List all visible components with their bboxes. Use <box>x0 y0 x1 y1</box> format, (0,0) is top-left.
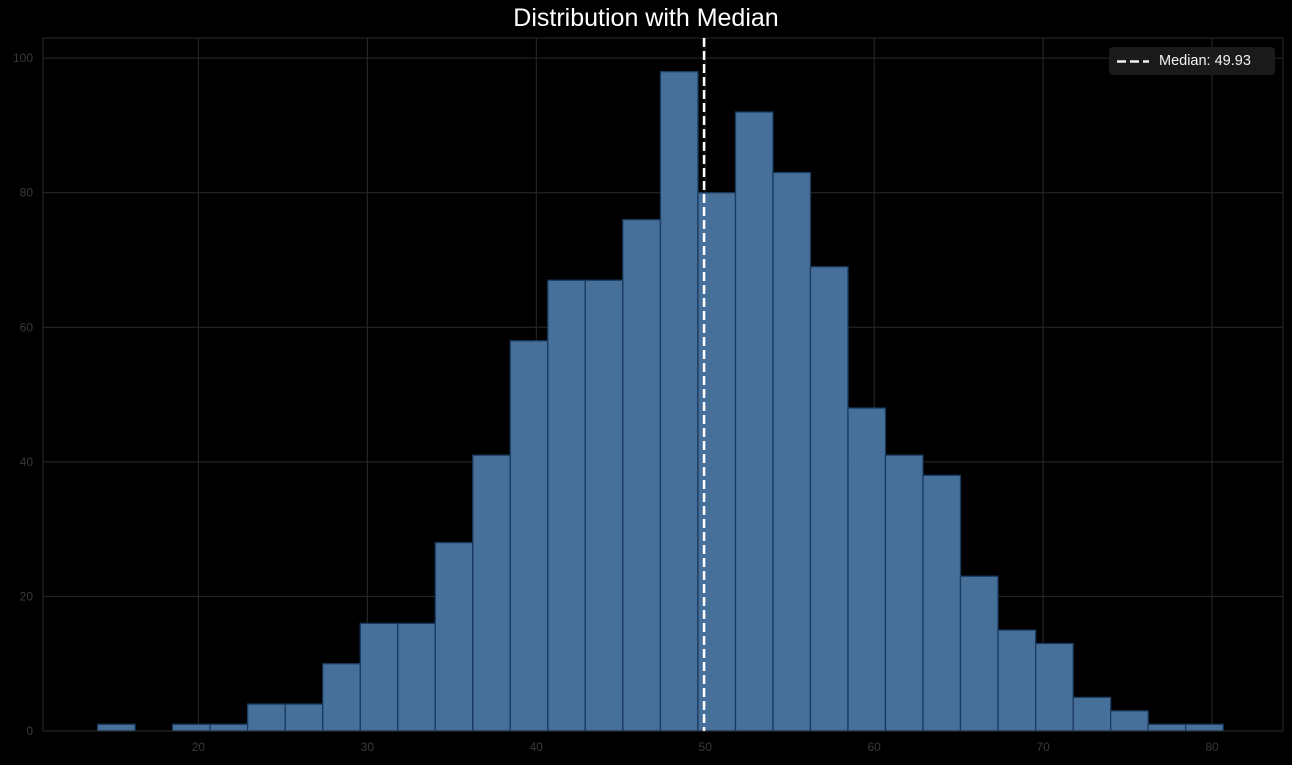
histogram-bar <box>809 266 849 732</box>
y-tick-label: 60 <box>20 320 34 334</box>
histogram-bar <box>472 454 511 732</box>
y-tick-label: 80 <box>20 186 34 200</box>
histogram-bar <box>734 111 774 732</box>
x-tick-label: 20 <box>192 740 206 754</box>
histogram-bar <box>997 629 1037 732</box>
histogram-bar <box>284 703 324 732</box>
histogram-bar <box>922 474 962 732</box>
dashed-line-legend-icon <box>1117 59 1149 63</box>
histogram-bar <box>847 407 887 732</box>
x-tick-label: 40 <box>530 740 544 754</box>
histogram-bar <box>659 70 699 732</box>
histogram-bar <box>772 171 812 732</box>
histogram-bar <box>434 541 474 732</box>
y-tick-label: 0 <box>26 724 33 738</box>
histogram-bar <box>1035 642 1074 732</box>
chart-title: Distribution with Median <box>513 4 779 32</box>
histogram-bar <box>959 575 999 732</box>
histogram-bar <box>547 279 586 732</box>
histogram-bar <box>1185 723 1224 732</box>
histogram-bar <box>884 454 924 732</box>
x-tick-label: 50 <box>699 740 713 754</box>
histogram-bar <box>359 622 399 732</box>
y-tick-label: 100 <box>13 51 33 65</box>
x-tick-label: 30 <box>361 740 375 754</box>
histogram-bar <box>246 703 286 732</box>
x-tick-label: 80 <box>1205 740 1219 754</box>
legend: Median: 49.93 <box>1109 47 1275 75</box>
histogram-bar <box>1110 710 1149 732</box>
y-tick-label: 20 <box>20 589 34 603</box>
histogram-bar <box>509 340 549 732</box>
histogram-bar <box>584 279 624 732</box>
y-tick-label: 40 <box>20 455 34 469</box>
histogram-bar <box>622 219 662 732</box>
histogram-bar <box>209 723 249 732</box>
histogram-bar <box>322 663 361 732</box>
histogram-bar <box>397 622 436 732</box>
histogram-bar <box>171 723 211 732</box>
legend-label: Median: 49.93 <box>1159 53 1251 69</box>
axes-frame <box>42 37 1284 732</box>
x-tick-label: 70 <box>1036 740 1050 754</box>
histogram-bar <box>1072 696 1112 732</box>
x-tick-label: 60 <box>867 740 881 754</box>
histogram-bar <box>96 723 136 732</box>
histogram-bar <box>1147 723 1187 732</box>
